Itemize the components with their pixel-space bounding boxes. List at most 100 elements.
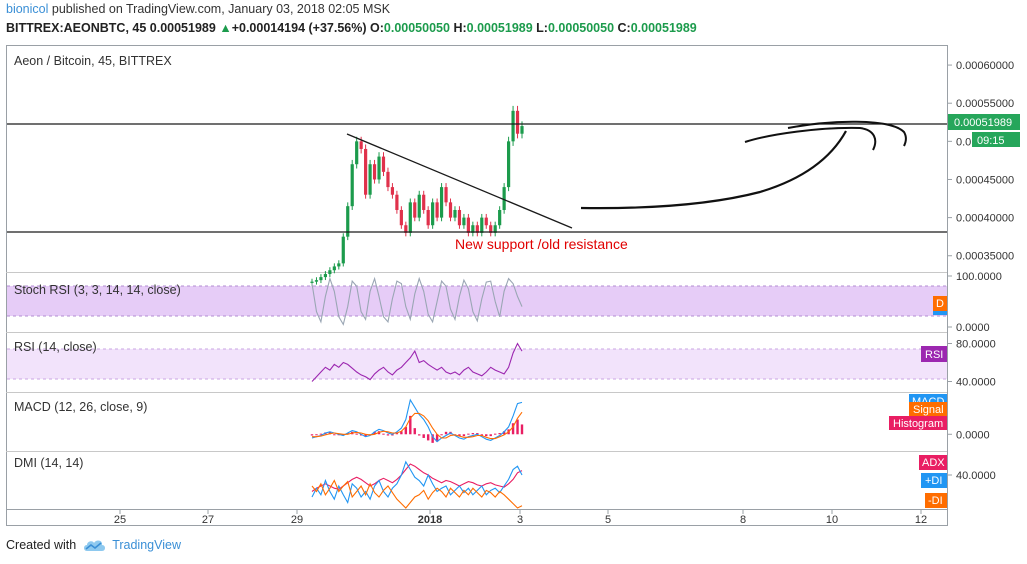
descending-trendline — [346, 133, 573, 229]
candle-body — [435, 202, 439, 218]
price-tick-label: 0.00035000 — [956, 251, 1014, 263]
histogram-bar — [480, 434, 483, 436]
histogram-bar — [426, 434, 430, 441]
last-price-tag-bg — [948, 114, 1020, 130]
candle-body — [520, 126, 524, 134]
histogram-bar — [319, 433, 323, 435]
time-tick-label: 2018 — [418, 514, 442, 526]
tradingview-cloud-icon — [84, 540, 106, 551]
stoch-rsi-line — [311, 276, 523, 326]
rsi-tick-label: 80.0000 — [956, 339, 996, 351]
minus-di-tag-bg — [925, 493, 947, 508]
minus-di-line — [311, 479, 523, 509]
histogram-bar — [315, 434, 318, 436]
close-value: 0.00051989 — [630, 21, 697, 35]
candle-body — [413, 202, 417, 218]
candle-body — [323, 274, 328, 278]
histogram-tag-bg — [889, 416, 947, 430]
stoch-d-tag: D — [936, 298, 944, 310]
forecast-loop-1 — [744, 126, 877, 151]
histogram-bar — [502, 431, 506, 435]
candle-body — [386, 171, 390, 188]
plus-di-tag-bg — [921, 473, 947, 488]
plus-di-line — [311, 460, 523, 504]
candle-body — [498, 209, 502, 226]
candle-body — [355, 141, 359, 165]
stoch-d-tag-bg — [933, 296, 947, 311]
username-link[interactable]: bionicol — [6, 2, 49, 16]
forecast-loop-2 — [787, 120, 907, 147]
histogram-bar — [516, 419, 519, 435]
stoch-rsi-band — [7, 286, 947, 316]
time-tick-label: 27 — [202, 514, 214, 526]
histogram-bar — [395, 433, 399, 435]
candle-body — [475, 225, 479, 233]
candle-body — [319, 277, 323, 281]
last-price-tag: 0.00051989 — [954, 117, 1012, 129]
candle-body — [431, 202, 435, 226]
adx-tag-bg — [919, 455, 947, 470]
candle-body — [506, 141, 511, 188]
support-annotation: New support /old resistance — [455, 236, 628, 252]
histogram-bar — [413, 428, 416, 435]
stoch-tick-label: 0.0000 — [956, 322, 990, 334]
candle-body — [448, 202, 453, 218]
histogram-bar — [444, 431, 448, 435]
candle-body — [515, 110, 520, 134]
histogram-bar — [471, 433, 475, 435]
macd-line — [311, 398, 523, 443]
time-tick-label: 10 — [826, 514, 838, 526]
macd-title: MACD (12, 26, close, 9) — [14, 400, 147, 414]
histogram-bar — [310, 434, 314, 436]
histogram-bar — [386, 434, 390, 436]
histogram-bar — [364, 434, 367, 437]
histogram-bar — [493, 433, 497, 435]
price-tick-label: 0.0 — [956, 136, 971, 148]
minus-di-tag: -DI — [928, 495, 943, 507]
histogram-bar — [422, 434, 425, 438]
symbol-label: BITTREX:AEONBTC, 45 — [6, 21, 147, 35]
price-tick-label: 0.00060000 — [956, 60, 1014, 72]
candle-body — [484, 217, 488, 226]
open-value: 0.00050050 — [383, 21, 450, 35]
symbol-ohlc-line: BITTREX:AEONBTC, 45 0.00051989 ▲+0.00014… — [6, 21, 697, 35]
open-label: O: — [370, 21, 384, 35]
time-tick-label: 5 — [605, 514, 611, 526]
adx-line — [311, 463, 523, 492]
adx-tag: ADX — [922, 457, 945, 469]
candle-body — [466, 217, 470, 233]
low-value: 0.00050050 — [547, 21, 615, 35]
up-arrow-icon: ▲ — [219, 21, 232, 35]
histogram-bar — [498, 433, 501, 435]
time-tick-label: 8 — [740, 514, 746, 526]
time-tick-label: 12 — [915, 514, 927, 526]
low-label: L: — [536, 21, 548, 35]
histogram-bar — [382, 433, 385, 435]
candle-body — [426, 209, 430, 226]
candle-body — [493, 225, 497, 233]
time-tick-label: 25 — [114, 514, 126, 526]
signal-tag-bg — [909, 402, 947, 416]
last-price: 0.00051989 — [149, 21, 216, 35]
stoch-tick-label: 100.0000 — [956, 271, 1002, 283]
candle-body — [511, 110, 515, 142]
stoch-k-tag-bg — [933, 311, 947, 315]
change-value: +0.00014194 (+37.56%) — [231, 21, 367, 35]
macd-tick-label: 0.0000 — [956, 429, 990, 441]
histogram-bar — [458, 434, 461, 437]
candle-body — [417, 194, 421, 218]
histogram-bar — [489, 434, 492, 437]
dmi-title: DMI (14, 14) — [14, 456, 83, 470]
histogram-bar — [404, 426, 408, 435]
tradingview-link[interactable]: TradingView — [112, 538, 181, 552]
rsi-tick-label: 40.0000 — [956, 377, 996, 389]
candle-body — [368, 164, 372, 195]
candle-body — [408, 202, 412, 233]
close-label: C: — [617, 21, 631, 35]
countdown-tag: 09:15 — [977, 135, 1005, 147]
signal-line — [312, 411, 523, 440]
price-tick-label: 0.00055000 — [956, 98, 1014, 110]
histogram-bar — [462, 434, 466, 437]
time-tick-label: 3 — [517, 514, 523, 526]
